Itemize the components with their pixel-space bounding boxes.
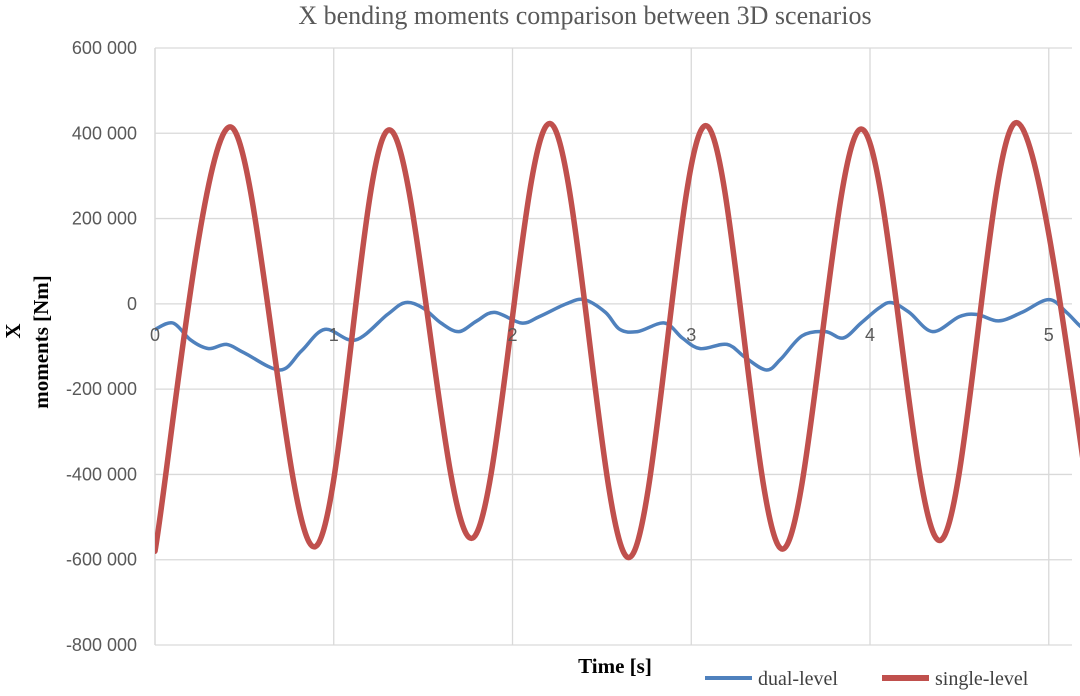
grid-lines [154, 47, 1072, 646]
chart-title: X bending moments comparison between 3D … [298, 1, 871, 30]
y-tick-label: 200 000 [72, 209, 137, 229]
legend: dual-level single-level [705, 668, 1029, 690]
x-tick-label: 1 [329, 325, 339, 345]
legend-label-dual-level: dual-level [758, 668, 838, 690]
y-tick-labels: 600 000 400 000 200 000 0 -200 000 -400 000 -6… [66, 38, 137, 655]
x-tick-label: 0 [150, 325, 160, 345]
x-tick-label: 4 [865, 325, 875, 345]
y-tick-label: 0 [127, 294, 137, 314]
x-tick-label: 3 [686, 325, 696, 345]
y-axis-title-line-2: moments [Nm] [29, 275, 53, 409]
y-axis-title-line-1: X [1, 323, 25, 338]
y-tick-label: -200 000 [66, 379, 137, 399]
y-tick-label: 600 000 [72, 38, 137, 58]
y-axis-title: X moments [Nm] [1, 275, 53, 409]
series-line-dual-level [155, 297, 1080, 372]
series-line-single-level [155, 119, 1080, 561]
x-axis-title: Time [s] [578, 654, 652, 678]
y-tick-label: 400 000 [72, 123, 137, 143]
x-tick-labels: 0 1 2 3 4 5 [150, 325, 1054, 345]
y-tick-label: -400 000 [66, 464, 137, 484]
x-tick-label: 2 [507, 325, 517, 345]
y-tick-label: -600 000 [66, 550, 137, 570]
legend-label-single-level: single-level [935, 668, 1029, 690]
y-tick-label: -800 000 [66, 635, 137, 655]
series-lines [155, 119, 1080, 561]
x-tick-label: 5 [1044, 325, 1054, 345]
